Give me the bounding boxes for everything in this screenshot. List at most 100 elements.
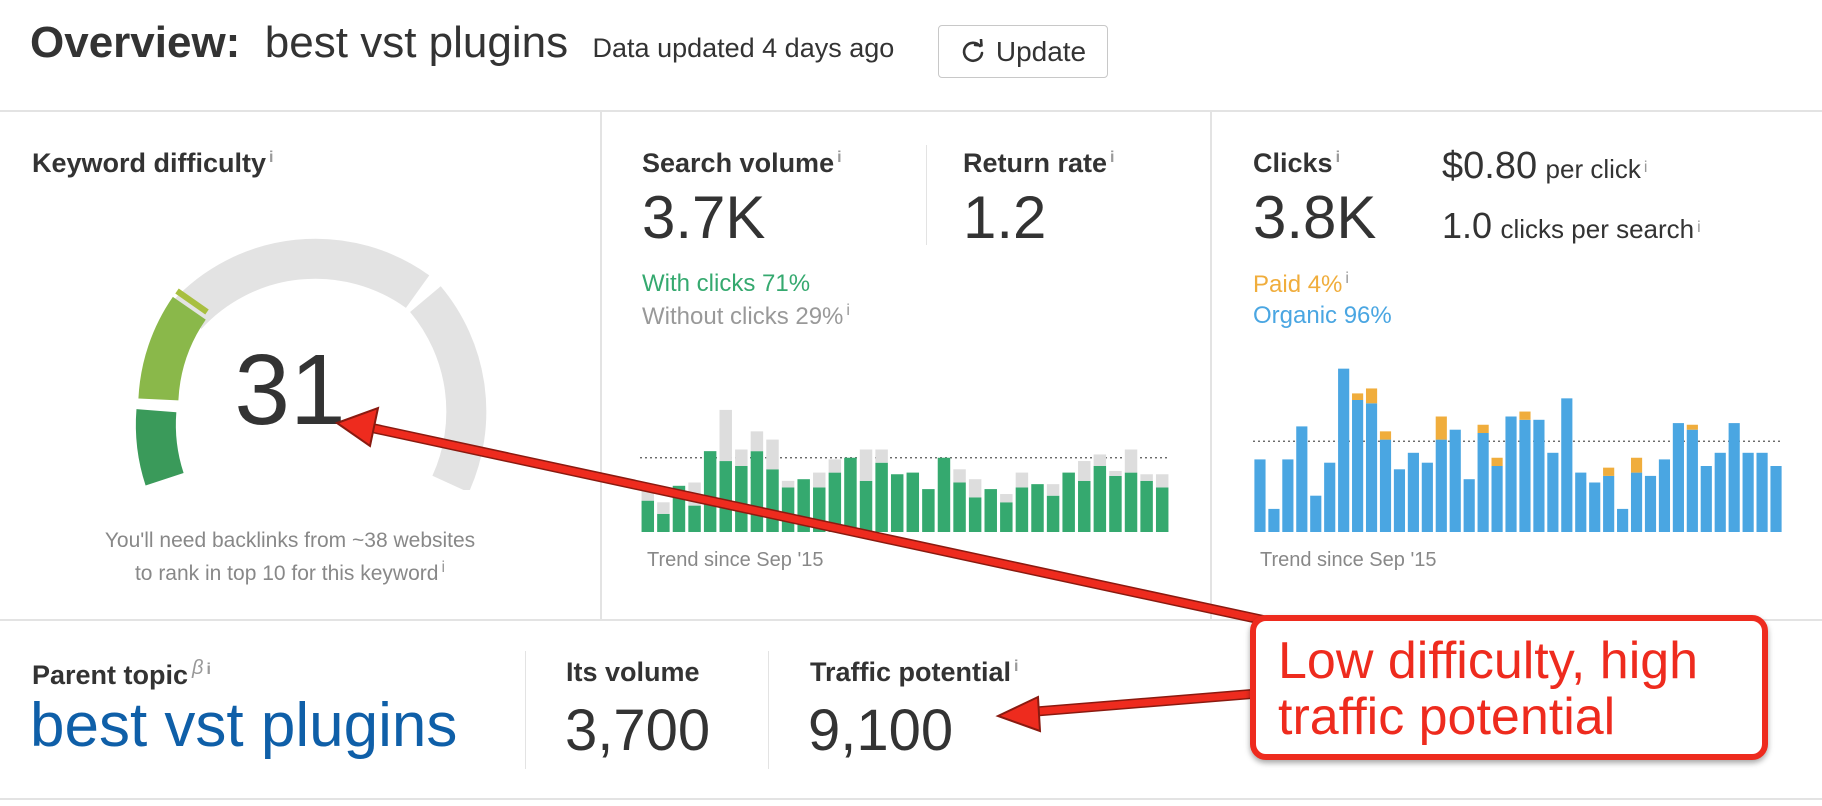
search-volume-bar-without-clicks (1000, 494, 1013, 503)
clicks-bar-paid (1686, 424, 1698, 430)
clicks-bar-paid (1435, 416, 1447, 440)
clicks-bar-organic (1477, 433, 1489, 532)
info-icon[interactable]: i (846, 302, 850, 319)
callout-line2: traffic potential (1278, 688, 1616, 746)
search-volume-bar-with-clicks (1155, 487, 1169, 532)
clicks-bar-paid (1365, 388, 1378, 404)
with-clicks-text: With clicks 71% (642, 270, 811, 297)
clicks-bar-organic (1770, 466, 1782, 532)
search-volume-bar-with-clicks (1015, 487, 1029, 532)
clicks-bar-organic (1603, 475, 1615, 532)
search-volume-bar-without-clicks (1124, 449, 1138, 473)
gauge-marker (175, 288, 209, 315)
clicks-bar-organic (1756, 452, 1768, 532)
arrow-to-traffic (995, 689, 1257, 733)
backlinks-note-line2: to rank in top 10 for this keyword (134, 562, 439, 585)
clicks-per-search: 1.0 clicks per search i (1442, 205, 1701, 247)
search-volume-bar-with-clicks (1093, 466, 1107, 532)
clicks-bar-organic (1310, 495, 1322, 532)
clicks-bar-organic (1630, 472, 1643, 532)
clicks-bar-organic (1352, 400, 1364, 532)
bottom-divider (0, 798, 1822, 800)
update-button[interactable]: Update (938, 25, 1108, 78)
search-volume-bar-with-clicks (719, 461, 732, 532)
search-volume-bar-with-clicks (828, 472, 842, 532)
search-volume-bar-with-clicks (1031, 484, 1044, 532)
search-volume-bar-with-clicks (1124, 472, 1138, 532)
search-volume-bar-without-clicks (828, 459, 842, 473)
cpc-label: per click (1545, 154, 1641, 184)
search-volume-bar-with-clicks (781, 487, 795, 532)
clicks-bar-organic (1714, 452, 1726, 532)
difficulty-score: 31 (234, 334, 346, 446)
clicks-bar-paid (1379, 431, 1392, 440)
gauge-track-right (409, 286, 487, 490)
traffic-potential-label: Traffic potential i (810, 657, 1019, 687)
panel-divider-2 (1210, 110, 1212, 620)
search-volume-bar-without-clicks (781, 480, 795, 488)
clicks-bar-organic (1505, 416, 1517, 532)
clicks-bar-organic (1728, 423, 1740, 532)
info-icon[interactable]: i (1014, 658, 1019, 675)
clicks-bar-organic (1700, 466, 1712, 532)
clicks-bar-organic (1296, 426, 1308, 532)
search-volume-bar-with-clicks (1062, 472, 1075, 532)
info-icon[interactable]: i (206, 661, 211, 678)
parent-divider-1 (525, 651, 526, 769)
search-volume-bar-with-clicks (766, 469, 779, 532)
info-icon[interactable]: i (1643, 158, 1648, 176)
search-volume-bar-without-clicks (750, 431, 764, 452)
search-volume-bar-with-clicks (1046, 495, 1060, 532)
search-volume-bar-with-clicks (1078, 480, 1091, 532)
info-icon[interactable]: i (837, 149, 842, 166)
overview-label: Overview: (30, 18, 241, 67)
clicks-bar-organic (1254, 459, 1266, 532)
gauge-segment-low (135, 409, 184, 486)
search-volume-bar-without-clicks (859, 449, 873, 481)
clicks-bar-organic (1324, 462, 1336, 532)
clicks-bar-organic (1561, 398, 1573, 532)
search-volume-bar-with-clicks (1000, 502, 1013, 532)
clicks-bar-organic (1533, 419, 1545, 532)
volume-return-divider (926, 145, 927, 245)
parent-topic-label: Parent topic β i (32, 657, 211, 690)
search-volume-bar-without-clicks (766, 439, 779, 470)
search-volume-bar-with-clicks (735, 466, 748, 532)
without-clicks-text: Without clicks 29% i (642, 302, 850, 330)
return-rate-label: Return rate i (963, 148, 1115, 178)
info-icon[interactable]: i (269, 149, 274, 166)
parent-topic-link[interactable]: best vst plugins (30, 691, 458, 760)
clicks-bar-organic (1393, 469, 1406, 532)
search-volume-bar-with-clicks (922, 489, 935, 532)
backlinks-note-line1: You'll need backlinks from ~38 websites (104, 529, 476, 552)
clicks-bar-organic (1575, 472, 1587, 532)
traffic-potential-value: 9,100 (808, 698, 954, 763)
clicks-bar-organic (1365, 403, 1378, 532)
clicks-bar-paid (1491, 457, 1503, 466)
search-volume-bar-with-clicks (875, 462, 888, 532)
clicks-bar-organic (1547, 452, 1559, 532)
search-volume-bar-without-clicks (641, 490, 655, 501)
search-volume-bar-without-clicks (813, 472, 826, 488)
search-volume-bar-with-clicks (968, 497, 982, 532)
search-volume-bar-without-clicks (968, 479, 982, 498)
info-icon[interactable]: i (1697, 218, 1701, 236)
search-volume-bar-with-clicks (797, 479, 810, 532)
info-icon[interactable]: i (441, 559, 446, 576)
search-volume-bar-without-clicks (735, 449, 748, 466)
header-divider (0, 110, 1822, 112)
backlinks-note: You'll need backlinks from ~38 websites … (60, 527, 520, 587)
clicks-bar-organic (1519, 419, 1531, 532)
gauge-segment-mid (138, 296, 207, 401)
clicks-bar-organic (1742, 452, 1754, 532)
info-icon[interactable]: i (1345, 270, 1349, 287)
search-volume-bar-with-clicks (859, 480, 873, 532)
search-volume-bar-without-clicks (1078, 461, 1091, 481)
return-rate-value: 1.2 (963, 184, 1047, 251)
search-volume-bar-with-clicks (703, 451, 717, 532)
data-updated-text: Data updated 4 days ago (592, 33, 895, 63)
info-icon[interactable]: i (1110, 149, 1115, 166)
info-icon[interactable]: i (1335, 149, 1341, 166)
search-volume-bar-with-clicks (688, 505, 701, 532)
search-volume-bar-with-clicks (641, 500, 655, 532)
